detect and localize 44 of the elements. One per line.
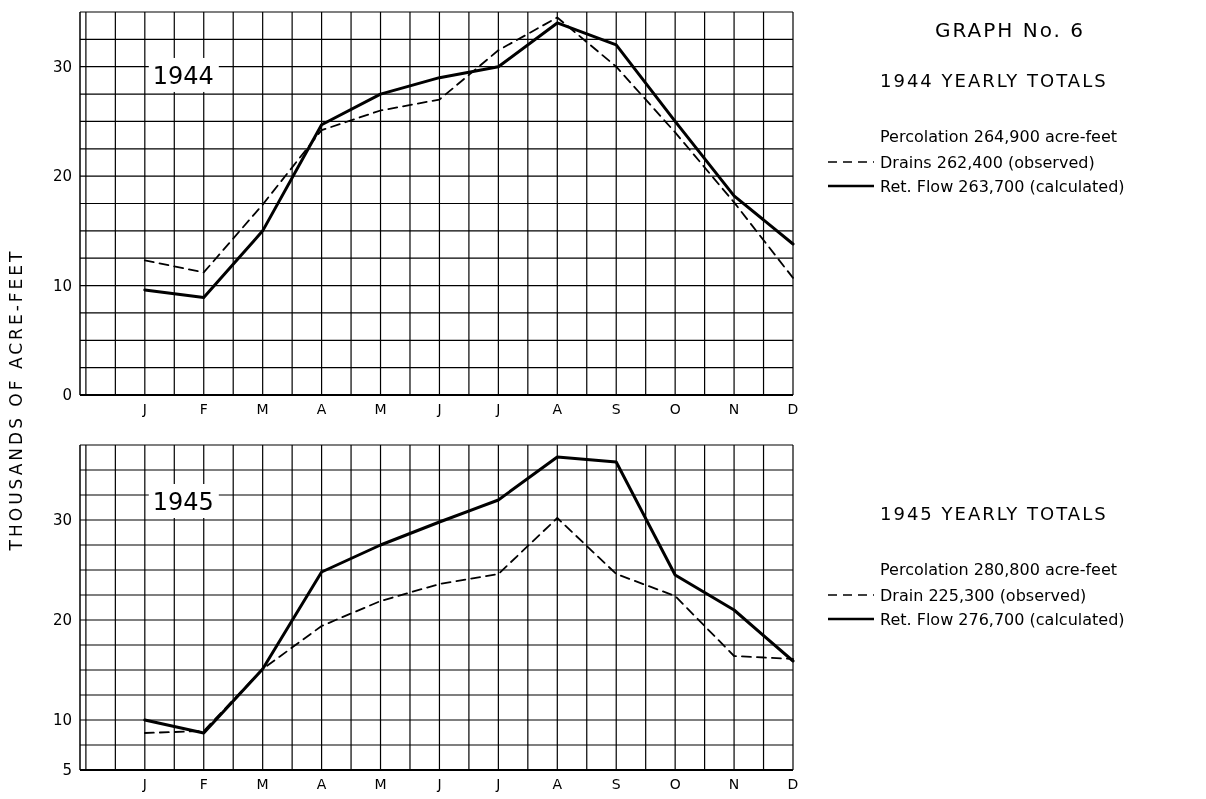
x-tick-label: M — [256, 776, 269, 792]
y-tick-label: 30 — [52, 57, 72, 76]
y-tick-label: 0 — [62, 386, 72, 405]
y-tick-label: 10 — [52, 711, 72, 730]
x-tick-label: N — [728, 401, 740, 417]
annotation: 1945 — [152, 488, 214, 516]
x-tick-label: A — [316, 776, 327, 792]
legend-title: 1944 YEARLY TOTALS — [880, 70, 1108, 91]
x-tick-label: D — [787, 401, 799, 417]
y-tick-label: 5 — [62, 761, 72, 780]
text: GRAPH No. 6 — [934, 18, 1086, 42]
x-tick-label: J — [495, 776, 501, 792]
text: Percolation 280,800 acre-feet — [880, 560, 1118, 579]
y-tick-label: 20 — [52, 167, 72, 186]
x-tick-label: O — [669, 401, 681, 417]
x-tick-label: A — [316, 401, 327, 417]
legend-label: Drain 225,300 (observed) — [880, 586, 1087, 605]
y-axis-title: THOUSANDS OF ACRE-FEET — [6, 248, 26, 552]
x-tick-label: M — [256, 401, 269, 417]
x-tick-label: D — [787, 776, 799, 792]
y-tick-label: 20 — [52, 611, 72, 630]
x-tick-label: J — [436, 776, 442, 792]
x-tick-label: J — [141, 401, 147, 417]
x-tick-label: S — [611, 401, 621, 417]
x-tick-label: M — [374, 776, 387, 792]
x-tick-label: F — [199, 776, 208, 792]
x-tick-label: J — [141, 776, 147, 792]
text: Percolation 264,900 acre-feet — [880, 127, 1118, 146]
x-tick-label: N — [728, 776, 740, 792]
legend-title: 1945 YEARLY TOTALS — [880, 503, 1108, 524]
x-tick-label: M — [374, 401, 387, 417]
legend-label: Ret. Flow 263,700 (calculated) — [880, 177, 1125, 196]
x-tick-label: J — [436, 401, 442, 417]
y-tick-label: 10 — [52, 276, 72, 295]
x-tick-label: O — [669, 776, 681, 792]
x-tick-label: F — [199, 401, 208, 417]
x-tick-label: J — [495, 401, 501, 417]
legend-label: Ret. Flow 276,700 (calculated) — [880, 610, 1125, 629]
y-tick-label: 30 — [52, 511, 72, 530]
x-tick-label: A — [552, 776, 563, 792]
x-tick-label: A — [552, 401, 563, 417]
annotation: 1944 — [152, 61, 214, 90]
x-tick-label: S — [611, 776, 621, 792]
legend-label: Drains 262,400 (observed) — [880, 153, 1095, 172]
